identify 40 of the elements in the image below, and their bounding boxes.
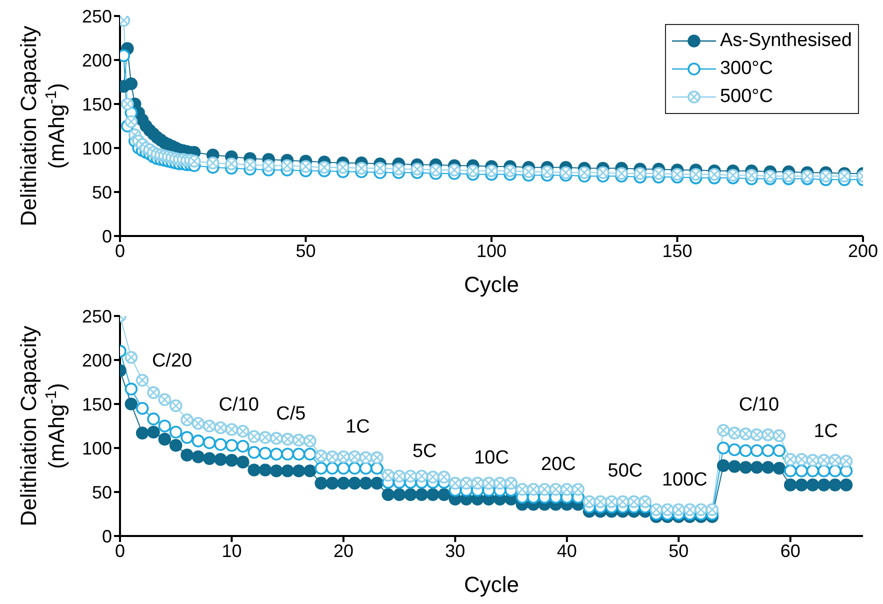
annotation: C/10 — [218, 394, 259, 416]
x-tick-label: 0 — [114, 540, 126, 561]
x-tick-label: 200 — [848, 240, 878, 261]
x-tick-label: 50 — [668, 540, 689, 561]
y-tick-label: 200 — [82, 350, 112, 370]
annotation: 1C — [814, 421, 838, 442]
x-tick-label: 40 — [556, 540, 577, 561]
y-tick-label: 0 — [102, 226, 112, 246]
legend-label: As-Synthesised — [720, 30, 852, 52]
y-tick-label: 200 — [82, 50, 112, 70]
x-axis-title: Cycle — [464, 272, 520, 297]
y-tick-label: 250 — [82, 6, 112, 26]
y-tick-label: 100 — [82, 138, 112, 158]
annotation: 10C — [474, 447, 509, 468]
y-tick-label: 100 — [82, 438, 112, 458]
y-tick-label: 150 — [82, 394, 112, 414]
x-tick-label: 20 — [333, 540, 354, 561]
x-tick-label: 100 — [476, 240, 507, 261]
x-tick-label: 30 — [445, 540, 466, 561]
annotation: 20C — [540, 454, 576, 475]
legend-label: 300°C — [720, 58, 774, 80]
annotation: 50C — [608, 460, 643, 482]
annotation: C/20 — [152, 350, 192, 372]
annotation: C/5 — [276, 403, 306, 424]
x-axis-title: Cycle — [464, 572, 520, 597]
x-tick-label: 150 — [662, 240, 692, 261]
x-tick-label: 0 — [114, 240, 126, 261]
legend-label: 500°C — [720, 86, 774, 108]
y-tick-label: 150 — [82, 94, 112, 114]
y-tick-label: 0 — [102, 526, 112, 546]
y-tick-label: 50 — [92, 482, 112, 502]
y-tick-label: 50 — [92, 182, 112, 202]
annotation: 5C — [412, 440, 437, 462]
annotation: C/10 — [738, 394, 780, 416]
annotation: 100C — [662, 469, 708, 490]
x-tick-label: 60 — [780, 540, 800, 561]
x-tick-label: 50 — [296, 240, 316, 261]
y-tick-label: 250 — [82, 306, 112, 326]
x-tick-label: 10 — [222, 540, 242, 561]
annotation: 1C — [346, 416, 370, 438]
